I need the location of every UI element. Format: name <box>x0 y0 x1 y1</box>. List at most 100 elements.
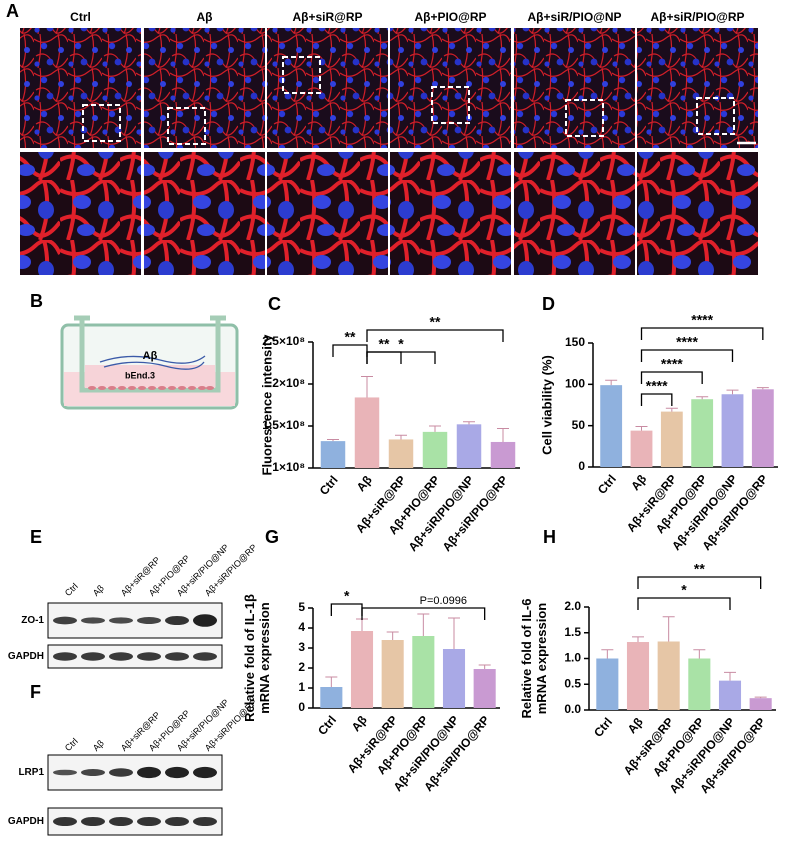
significance-bracket <box>640 371 703 384</box>
y-tick-label: 4 <box>298 620 305 634</box>
diagram-label: bEnd.3 <box>125 370 155 380</box>
significance-label: **** <box>676 334 698 350</box>
band <box>109 652 133 661</box>
y-tick-label: 0 <box>298 700 305 714</box>
insert <box>79 318 221 393</box>
bar <box>630 430 653 467</box>
zoom-box <box>431 86 470 124</box>
error-bar <box>478 664 491 669</box>
significance-bracket <box>640 393 673 406</box>
error-bar <box>696 396 709 400</box>
band <box>109 768 133 777</box>
cells <box>88 386 214 390</box>
significance-bracket <box>332 344 368 357</box>
band <box>193 816 217 827</box>
error-bar <box>601 649 614 659</box>
column-header: Ctrl <box>70 10 91 24</box>
zoom-box <box>696 97 735 135</box>
y-axis-label: Fluorescence intensity <box>259 334 274 476</box>
panel-a: A Ctrl Aβ Aβ+siR@RP Aβ+PIO@RP Aβ+siR/PIO@NP A… <box>6 1 758 275</box>
error-bar <box>356 618 368 631</box>
error-bar <box>635 425 648 431</box>
row-label: LRP1 <box>18 767 44 778</box>
error-bar <box>724 671 736 681</box>
band <box>81 816 105 827</box>
bar <box>721 394 744 467</box>
row-label: GAPDH <box>8 651 44 662</box>
bar <box>688 658 711 710</box>
error-bar <box>448 617 460 649</box>
micrograph-zoom <box>267 152 388 275</box>
significance-label: * <box>344 588 350 604</box>
micrograph <box>267 28 388 148</box>
bar <box>490 441 516 468</box>
significance-label: **** <box>691 312 713 328</box>
y-tick-label: 2.5×10⁸ <box>262 334 305 348</box>
micrograph <box>514 28 635 148</box>
x-tick-label: Ctrl <box>317 473 341 498</box>
significance-bracket <box>640 349 734 362</box>
zoom-box <box>82 104 121 142</box>
x-tick-label: Ctrl <box>591 715 615 740</box>
panel-label: E <box>30 527 42 547</box>
significance-bracket <box>640 327 764 340</box>
error-bar <box>754 696 767 699</box>
y-axis-label: mRNA expression <box>257 602 272 714</box>
y-axis-label: Relative fold of IL-1β <box>242 594 257 722</box>
row-label: ZO-1 <box>21 615 44 626</box>
significance-bracket <box>637 576 762 589</box>
lane-label: Aβ <box>91 583 106 598</box>
significance-bracket <box>637 597 731 610</box>
significance-label: * <box>681 582 687 598</box>
insert-medium <box>85 365 215 388</box>
zoom-box <box>167 107 206 145</box>
band <box>137 652 161 661</box>
y-axis-label: Cell viability (%) <box>539 355 554 455</box>
significance-label: ** <box>694 561 705 577</box>
y-tick-label: 2 <box>298 660 305 674</box>
band <box>165 615 189 626</box>
bar <box>660 411 683 467</box>
bar <box>350 631 374 708</box>
panel-e: E Ctrl Aβ Aβ+siR@RPAβ+PIO@RPAβ+siR/PIO@NPA… <box>8 527 259 669</box>
lane-label: Ctrl <box>63 581 80 598</box>
error-bar <box>632 636 644 643</box>
significance-bracket <box>366 351 402 364</box>
bar <box>718 680 742 710</box>
y-tick-label: 2×10⁸ <box>272 376 305 390</box>
band <box>53 652 77 661</box>
y-tick-label: 2.0 <box>564 599 581 613</box>
y-axis-label: mRNA expression <box>534 603 549 715</box>
band <box>165 766 189 779</box>
y-tick-label: 100 <box>565 377 585 391</box>
x-tick-label: Ctrl <box>595 472 619 497</box>
panel-label: H <box>543 527 556 547</box>
bar <box>412 636 435 708</box>
y-tick-label: 0.5 <box>564 676 581 690</box>
y-tick-label: 1.5 <box>564 625 581 639</box>
y-tick-label: 0 <box>578 459 585 473</box>
error-bar <box>665 407 678 412</box>
significance-label: **** <box>661 356 683 372</box>
error-bar <box>662 616 675 642</box>
band <box>53 816 77 827</box>
y-axis-label: Relative fold of IL-6 <box>519 599 534 719</box>
zoom-box <box>282 56 321 94</box>
y-tick-label: 3 <box>298 640 305 654</box>
error-bar <box>497 428 509 442</box>
band <box>53 616 77 625</box>
band <box>193 614 217 627</box>
column-header: Aβ+siR/PIO@RP <box>650 10 744 24</box>
y-tick-label: 1.0 <box>564 651 581 665</box>
band <box>137 617 161 624</box>
panel-label: D <box>542 294 555 314</box>
band <box>109 617 133 624</box>
error-bar <box>327 438 339 442</box>
x-tick-label: Aβ <box>354 473 375 494</box>
bar <box>320 687 343 708</box>
column-header: Aβ <box>197 10 213 24</box>
x-tick-label: Aβ <box>349 713 370 734</box>
